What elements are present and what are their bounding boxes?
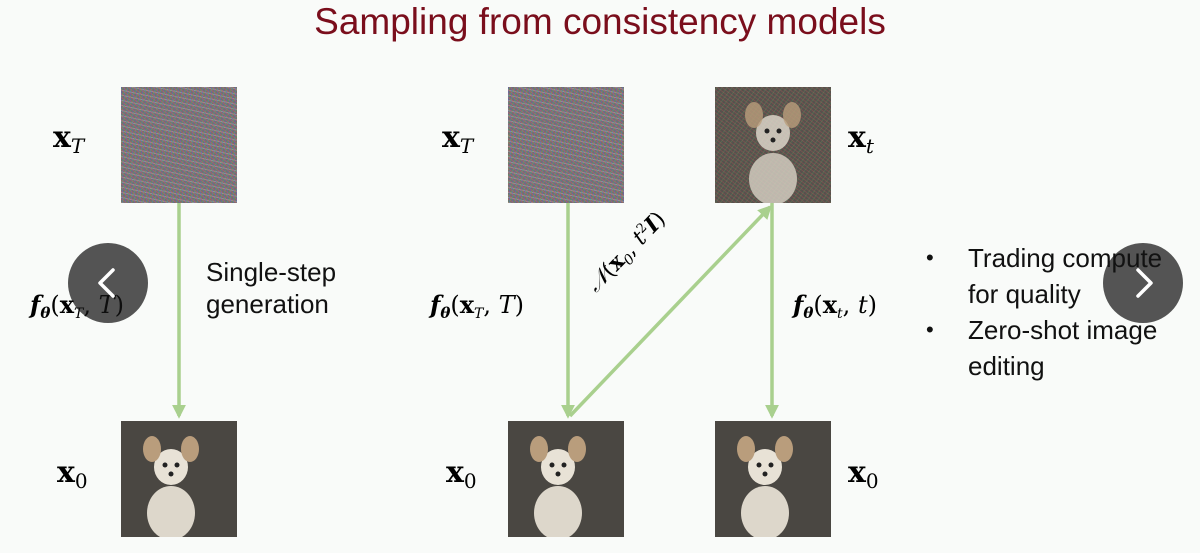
label-x0-middle: x0 xyxy=(446,455,477,493)
dog-figure xyxy=(737,436,793,537)
chevron-left-icon xyxy=(98,268,115,298)
chevron-right-icon xyxy=(1136,268,1153,298)
dog-image-x0-right xyxy=(715,421,831,537)
dog-figure xyxy=(745,102,801,203)
dog-figure xyxy=(530,436,586,537)
arrow-noise-injection xyxy=(568,204,772,418)
bullet-dot: • xyxy=(926,317,934,342)
noise-image-xT-left xyxy=(121,87,237,203)
label-x0-left: x0 xyxy=(57,455,88,493)
label-xT-left: xT xyxy=(53,120,85,158)
label-f-theta-xt: fθ(xt, t) xyxy=(793,290,877,322)
label-f-theta-xT-middle: fθ(xT, T) xyxy=(430,290,525,322)
bullet-2-line-2: editing xyxy=(968,351,1045,381)
bullet-dot: • xyxy=(926,245,934,270)
bullet-2-line-1: Zero-shot image xyxy=(968,315,1158,345)
label-x0-right: x0 xyxy=(848,455,879,493)
single-step-line-1: Single-step xyxy=(206,257,337,287)
dog-image-x0-left xyxy=(121,421,237,537)
noisy-dog-image-xt xyxy=(715,87,831,203)
next-slide-button[interactable] xyxy=(1103,243,1183,323)
dog-image-x0-middle xyxy=(508,421,624,537)
dog-figure xyxy=(143,436,199,537)
slide-title: Sampling from consistency models xyxy=(314,1,886,42)
label-xT-middle: xT xyxy=(442,120,474,158)
previous-slide-button[interactable] xyxy=(68,243,148,323)
bullet-1-line-2: for quality xyxy=(968,279,1081,309)
single-step-generation-label: Single-step generation xyxy=(206,256,336,320)
label-xt: xt xyxy=(848,120,874,158)
bullet-item: • Zero-shot image editing xyxy=(926,312,1196,384)
noise-image-xT-middle xyxy=(508,87,624,203)
single-step-line-2: generation xyxy=(206,289,329,319)
